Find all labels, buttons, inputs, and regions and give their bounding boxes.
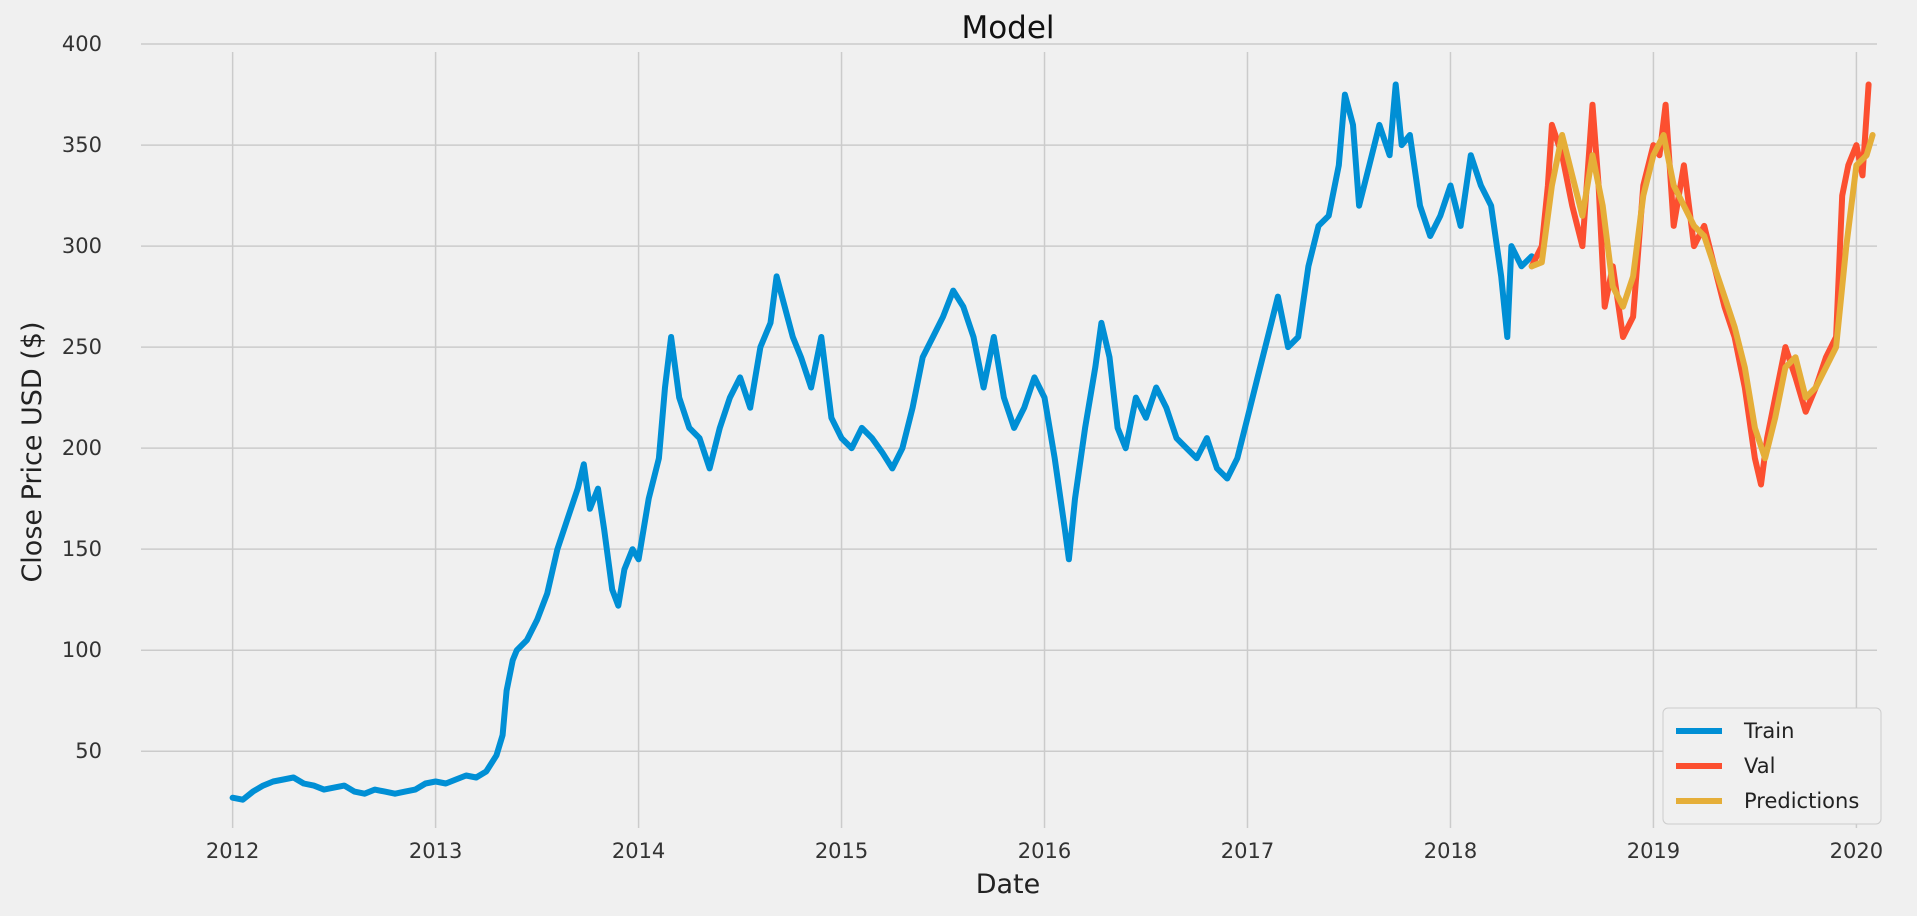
x-axis-ticks: 2012 2013 2014 2015 2016 2017 2018 2019 2020: [206, 839, 1883, 863]
y-tick-label: 100: [62, 638, 102, 662]
legend-label-train: Train: [1743, 719, 1794, 743]
x-tick-label: 2020: [1830, 839, 1883, 863]
series-line-train: [229, 81, 1535, 803]
y-tick-label: 350: [62, 133, 102, 157]
y-tick-label: 400: [62, 32, 102, 56]
x-axis-label: Date: [976, 869, 1041, 900]
y-tick-label: 300: [62, 234, 102, 258]
x-tick-label: 2017: [1221, 839, 1274, 863]
legend: Train Val Predictions: [1662, 707, 1882, 825]
legend-items: Train Val Predictions: [1676, 719, 1859, 813]
y-tick-label: 200: [62, 436, 102, 460]
x-tick-label: 2019: [1627, 839, 1680, 863]
series-layer: [229, 81, 1876, 803]
legend-box: [1662, 707, 1882, 825]
legend-label-predictions: Predictions: [1744, 789, 1859, 813]
x-tick-label: 2018: [1424, 839, 1477, 863]
series-line-predictions: [1528, 132, 1876, 462]
y-axis-ticks: 50 100 150 200 250 300 350 400: [62, 32, 102, 763]
y-tick-label: 250: [62, 335, 102, 359]
x-tick-label: 2013: [409, 839, 462, 863]
x-tick-label: 2015: [815, 839, 868, 863]
y-tick-label: 50: [75, 739, 102, 763]
chart-title: Model: [961, 10, 1054, 46]
y-axis-label: Close Price USD ($): [17, 321, 48, 582]
legend-label-val: Val: [1744, 754, 1775, 778]
x-tick-label: 2012: [206, 839, 259, 863]
x-tick-label: 2016: [1018, 839, 1071, 863]
y-tick-label: 150: [62, 537, 102, 561]
x-tick-label: 2014: [612, 839, 665, 863]
